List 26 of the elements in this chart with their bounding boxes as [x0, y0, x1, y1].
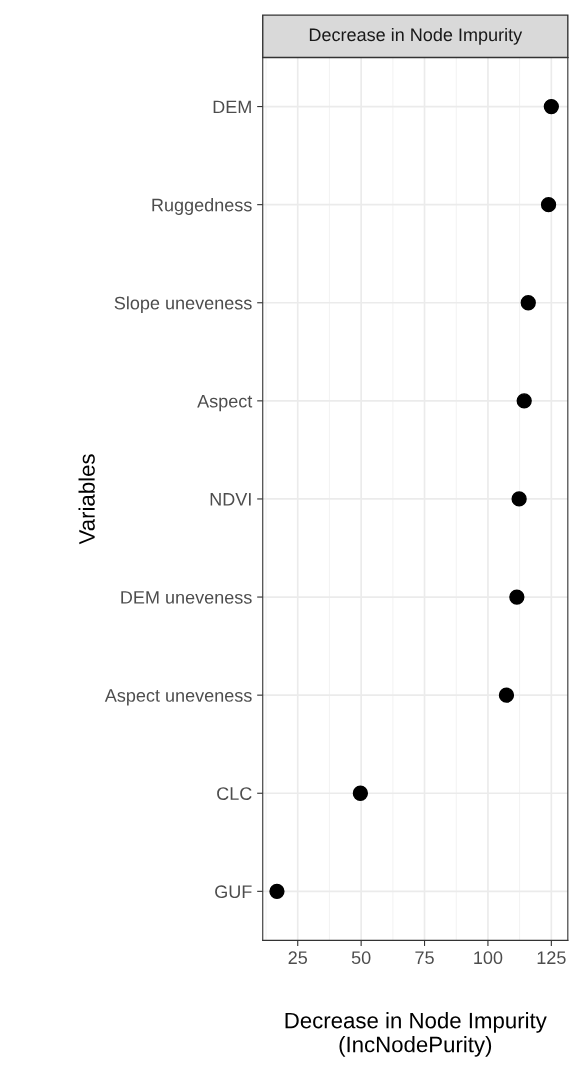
point [509, 589, 525, 605]
point [498, 687, 515, 703]
point [520, 295, 536, 311]
x-tick-label: 75 [415, 951, 434, 965]
chart-title: Decrease in Node Impurity [309, 27, 523, 45]
point [269, 883, 285, 899]
y-tick-label: GUF [215, 885, 252, 899]
x-tick-label: 125 [537, 951, 566, 965]
y-tick-label: CLC [217, 787, 252, 800]
y-tick-label: NDVI [210, 493, 251, 506]
point [540, 197, 557, 213]
y-tick-label: Aspect uneveness [104, 689, 252, 706]
y-tick-label: Aspect [197, 394, 253, 412]
y-tick-label: DEM [213, 100, 251, 114]
y-tick-label: DEM uneveness [121, 591, 252, 604]
point [543, 98, 559, 115]
x-tick-label: 100 [474, 951, 503, 965]
point [352, 785, 369, 801]
y-tick-label: Ruggedness [152, 198, 252, 215]
point [516, 393, 532, 409]
y-tick-label: Slope uneveness [114, 296, 252, 314]
x-axis-title: Decrease in Node Impurity (IncNodePurity) [285, 1012, 547, 1057]
point [511, 491, 527, 507]
x-tick-label: 25 [288, 951, 308, 965]
x-tick-label: 50 [351, 951, 371, 965]
y-axis-title: Variables [78, 454, 95, 545]
